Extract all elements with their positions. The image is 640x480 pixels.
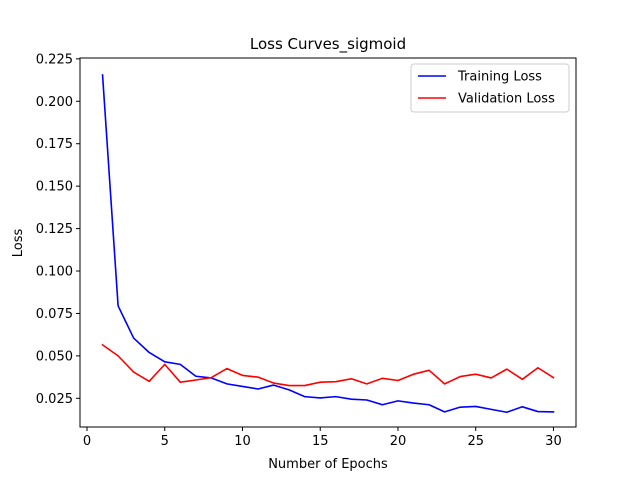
legend-box — [410, 63, 570, 113]
y-tick-label: 0.225 — [36, 52, 73, 67]
legend-label-training-loss: Training Loss — [457, 70, 542, 85]
x-tick-label: 20 — [390, 434, 407, 449]
data-point — [490, 408, 492, 410]
chart-title: Loss Curves_sigmoid — [250, 35, 406, 54]
data-point — [257, 376, 259, 378]
data-point — [179, 363, 181, 365]
y-tick-label: 0.125 — [36, 222, 73, 237]
data-point — [226, 383, 228, 385]
data-point — [366, 383, 368, 385]
legend: Training Loss Validation Loss — [410, 63, 570, 113]
data-point — [412, 402, 415, 404]
data-point — [164, 363, 166, 365]
data-point — [475, 405, 477, 408]
data-point — [133, 371, 135, 373]
data-point — [537, 367, 539, 369]
data-point — [506, 411, 508, 413]
y-tick-label: 0.200 — [36, 95, 73, 110]
data-point — [210, 377, 212, 379]
data-point — [381, 404, 384, 406]
y-tick-label: 0.075 — [36, 307, 73, 322]
data-point — [412, 373, 415, 375]
data-point — [226, 368, 228, 370]
data-point — [444, 411, 446, 413]
y-tick-label: 0.025 — [36, 392, 73, 407]
data-point — [101, 344, 104, 346]
data-point — [459, 375, 461, 378]
series-layer — [101, 74, 555, 414]
data-point — [304, 396, 306, 398]
data-point — [319, 397, 321, 399]
data-point — [428, 369, 430, 371]
data-point — [381, 377, 384, 379]
data-point — [459, 406, 461, 408]
series-line-training-loss — [101, 74, 555, 414]
y-axis: 0.025 0.050 0.075 0.100 0.125 0.150 0.175 0.200… — [36, 52, 80, 407]
x-tick-label: 5 — [161, 434, 169, 449]
x-tick-label: 10 — [234, 434, 251, 449]
data-point — [335, 381, 337, 383]
data-point — [397, 379, 399, 382]
data-point — [164, 361, 166, 363]
data-point — [366, 399, 368, 401]
data-point — [133, 337, 135, 339]
x-tick-label: 0 — [83, 434, 91, 449]
data-point — [148, 380, 150, 382]
data-point — [117, 355, 119, 357]
data-point — [350, 398, 352, 400]
x-tick-label: 30 — [545, 434, 562, 449]
data-point — [179, 381, 181, 383]
data-point — [195, 375, 197, 377]
data-point — [475, 373, 477, 375]
y-tick-label: 0.175 — [36, 137, 73, 152]
legend-label-validation-loss: Validation Loss — [458, 92, 555, 107]
data-point — [521, 406, 523, 408]
data-point — [537, 410, 539, 413]
y-tick-label: 0.100 — [36, 265, 73, 280]
x-tick-label: 15 — [312, 434, 329, 449]
data-point — [335, 396, 337, 398]
data-point — [397, 400, 399, 402]
plot-frame — [79, 57, 577, 428]
data-point — [241, 385, 244, 388]
data-point — [241, 374, 244, 376]
data-point — [428, 404, 430, 406]
data-point — [552, 411, 555, 413]
y-tick-label: 0.050 — [36, 349, 73, 364]
data-point — [319, 381, 321, 383]
data-point — [148, 351, 150, 354]
x-tick-label: 25 — [467, 434, 484, 449]
data-point — [101, 74, 104, 76]
data-point — [195, 379, 197, 381]
y-tick-label: 0.150 — [36, 180, 73, 195]
data-point — [257, 388, 259, 390]
data-point — [272, 384, 275, 386]
data-point — [117, 305, 119, 307]
data-point — [490, 377, 492, 379]
x-axis: 0 5 10 15 20 25 30 — [83, 427, 562, 449]
data-point — [350, 378, 352, 380]
y-axis-label: Loss — [11, 229, 26, 258]
data-point — [506, 368, 508, 370]
data-point — [304, 384, 306, 387]
data-point — [288, 389, 290, 391]
data-point — [288, 384, 290, 387]
series-line-validation-loss — [101, 343, 555, 387]
data-point — [444, 383, 446, 385]
x-axis-label: Number of Epochs — [268, 457, 388, 472]
data-point — [272, 382, 275, 384]
data-point — [552, 377, 555, 379]
data-point — [521, 378, 523, 380]
